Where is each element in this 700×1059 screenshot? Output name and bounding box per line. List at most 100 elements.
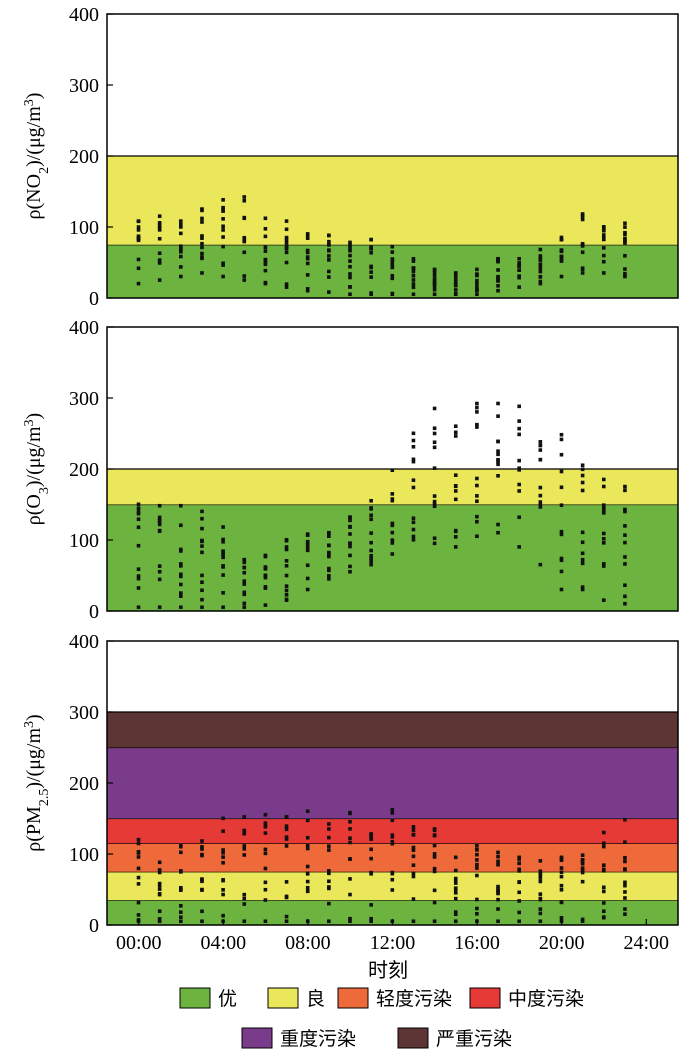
o3-point-11-9: [369, 548, 373, 553]
no2-point-13-0: [411, 256, 416, 261]
no2-point-18-10: [517, 264, 521, 269]
o3-point-23-11: [623, 601, 627, 606]
no2-point-17-3: [496, 284, 500, 288]
o3-point-9-11: [327, 577, 331, 581]
o3-point-3-9: [200, 544, 204, 548]
no2-point-10-11: [348, 292, 352, 297]
x-tick-label-1: 04:00: [201, 932, 247, 954]
no2-point-2-8: [179, 225, 183, 229]
no2-point-7-4: [284, 235, 289, 240]
o3-point-21-5: [580, 488, 585, 493]
no2-point-21-1: [580, 217, 585, 222]
x-tick-label-4: 16:00: [454, 932, 500, 954]
o3-point-8-4: [305, 539, 310, 544]
no2-y-label-sub: 2: [37, 167, 52, 174]
pm25-point-10-4: [348, 877, 352, 881]
no2-y-tick-label-1: 100: [69, 217, 99, 239]
no2-point-0-2: [136, 257, 141, 262]
x-tick-label-0: 00:00: [116, 932, 162, 954]
o3-point-10-10: [348, 553, 352, 558]
o3-point-22-4: [601, 541, 606, 545]
pm25-point-17-6: [496, 884, 500, 889]
pm25-point-21-0: [580, 853, 585, 858]
pm25-y-tick-label-0: 0: [89, 915, 99, 937]
o3-point-16-4: [475, 494, 479, 498]
pm25-point-21-9: [580, 859, 585, 863]
no2-point-22-1: [601, 259, 606, 264]
pm25-point-6-7: [263, 887, 268, 892]
pm25-point-9-9: [327, 848, 331, 852]
pm25-point-10-2: [348, 836, 352, 841]
o3-point-12-3: [390, 492, 395, 496]
o3-point-14-4: [432, 445, 437, 450]
no2-point-1-0: [157, 214, 162, 218]
no2-point-1-1: [157, 228, 162, 232]
o3-point-17-0: [496, 401, 500, 406]
no2-point-7-5: [284, 282, 289, 286]
no2-point-0-6: [136, 236, 141, 240]
pm25-point-17-4: [496, 887, 500, 891]
o3-point-21-4: [580, 585, 585, 589]
o3-point-4-1: [221, 537, 225, 542]
pm25-point-14-2: [432, 855, 437, 859]
pm25-point-15-3: [453, 896, 458, 901]
o3-point-13-10: [411, 516, 416, 521]
no2-point-16-7: [475, 273, 479, 278]
pm25-point-23-8: [623, 883, 627, 888]
pm25-point-13-5: [411, 871, 416, 876]
no2-point-12-0: [390, 244, 395, 249]
o3-point-2-9: [179, 594, 183, 598]
o3-point-19-5: [538, 505, 543, 509]
pm25-point-15-9: [453, 886, 458, 891]
no2-point-3-4: [200, 245, 204, 250]
pm25-point-12-8: [390, 833, 395, 837]
no2-point-13-4: [411, 285, 416, 290]
o3-point-22-5: [601, 505, 606, 510]
no2-y-label-sup: 3: [22, 99, 37, 106]
o3-point-5-4: [242, 565, 247, 570]
o3-point-21-6: [580, 540, 585, 545]
o3-point-3-11: [200, 605, 204, 610]
o3-point-11-11: [369, 562, 373, 567]
o3-point-13-7: [411, 459, 416, 464]
o3-point-20-11: [559, 587, 564, 592]
o3-point-23-3: [623, 509, 627, 514]
legend-label-4: 重度污染: [280, 1028, 356, 1050]
pm25-point-8-1: [305, 889, 310, 894]
pm25-point-13-0: [411, 825, 416, 829]
o3-point-19-10: [538, 443, 543, 448]
o3-point-11-0: [369, 498, 373, 503]
o3-point-23-6: [623, 562, 627, 566]
o3-point-5-11: [242, 605, 247, 610]
o3-point-5-9: [242, 582, 247, 586]
pm25-point-21-10: [580, 917, 585, 922]
no2-point-21-10: [580, 244, 585, 248]
no2-point-2-10: [179, 246, 183, 251]
o3-point-21-0: [580, 463, 585, 468]
pm25-point-4-3: [221, 848, 225, 852]
o3-point-17-6: [496, 439, 500, 444]
pm25-y-label-mid: )/(μg/m: [23, 728, 45, 789]
o3-point-20-6: [559, 503, 564, 508]
pm25-point-7-5: [284, 824, 289, 828]
o3-point-21-3: [580, 557, 585, 562]
no2-point-11-1: [369, 275, 373, 279]
o3-point-1-10: [157, 518, 162, 523]
o3-point-9-4: [327, 552, 331, 556]
pm25-bands: [107, 711, 678, 925]
o3-point-2-11: [179, 605, 183, 610]
o3-point-17-4: [496, 462, 500, 467]
o3-point-1-4: [157, 515, 162, 520]
o3-point-22-3: [601, 564, 606, 568]
no2-point-16-11: [475, 292, 479, 297]
pm25-point-14-10: [432, 843, 437, 848]
pm25-point-12-10: [390, 871, 395, 876]
o3-point-7-9: [284, 547, 289, 552]
pm25-point-9-0: [327, 822, 331, 826]
pm25-point-16-8: [475, 866, 479, 870]
o3-y-tick-label-1: 100: [69, 530, 99, 552]
pm25-point-12-5: [390, 811, 395, 815]
pm25-point-10-7: [348, 819, 352, 824]
pm25-point-17-10: [496, 897, 500, 902]
pm25-point-22-5: [601, 863, 606, 867]
